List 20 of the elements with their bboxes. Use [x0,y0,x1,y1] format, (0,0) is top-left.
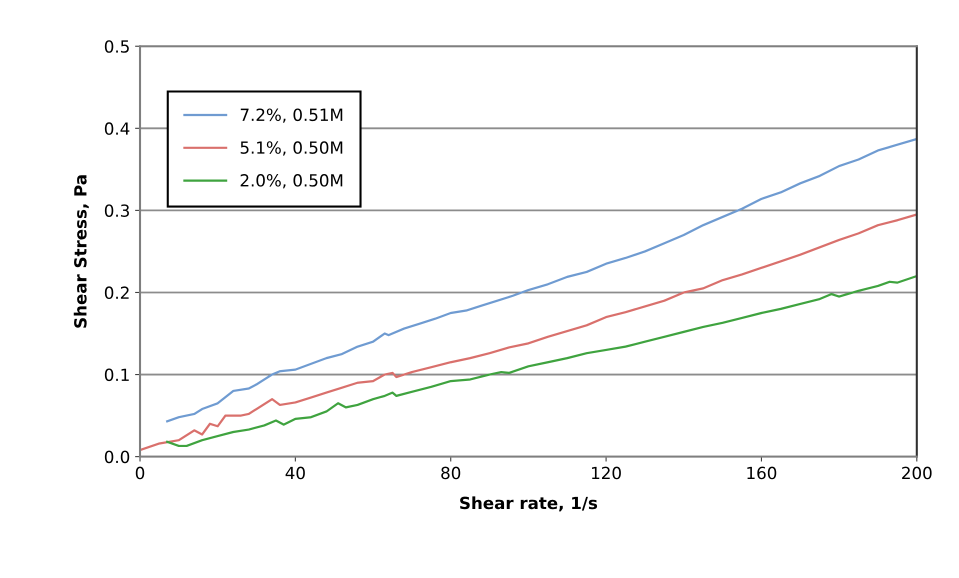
line-series [166,274,917,448]
y-tick-label: 0.4 [104,122,130,135]
x-tick-label: 120 [592,466,621,480]
line-series [140,213,917,452]
line-series [166,138,917,422]
x-tick-label: 200 [902,466,932,480]
x-tick-label: 80 [441,466,460,480]
y-axis-title: Shear Stress, Pa [74,175,89,328]
y-tick-label: 0.3 [104,204,129,217]
x-tick-label: 40 [286,466,305,480]
y-tick-label: 0.0 [104,450,130,464]
legend-label: 7.2%, 0.51M [240,108,342,123]
y-tick-label: 0.5 [104,40,129,53]
legend-label: 5.1%, 0.50M [240,141,342,156]
y-tick-label: 0.2 [104,286,129,300]
x-axis-title: Shear rate, 1/s [460,496,598,512]
x-tick-label: 0 [136,466,144,480]
x-tick-label: 160 [747,466,776,480]
y-tick-label: 0.1 [104,368,129,382]
legend-label: 2.0%, 0.50M [240,174,342,188]
